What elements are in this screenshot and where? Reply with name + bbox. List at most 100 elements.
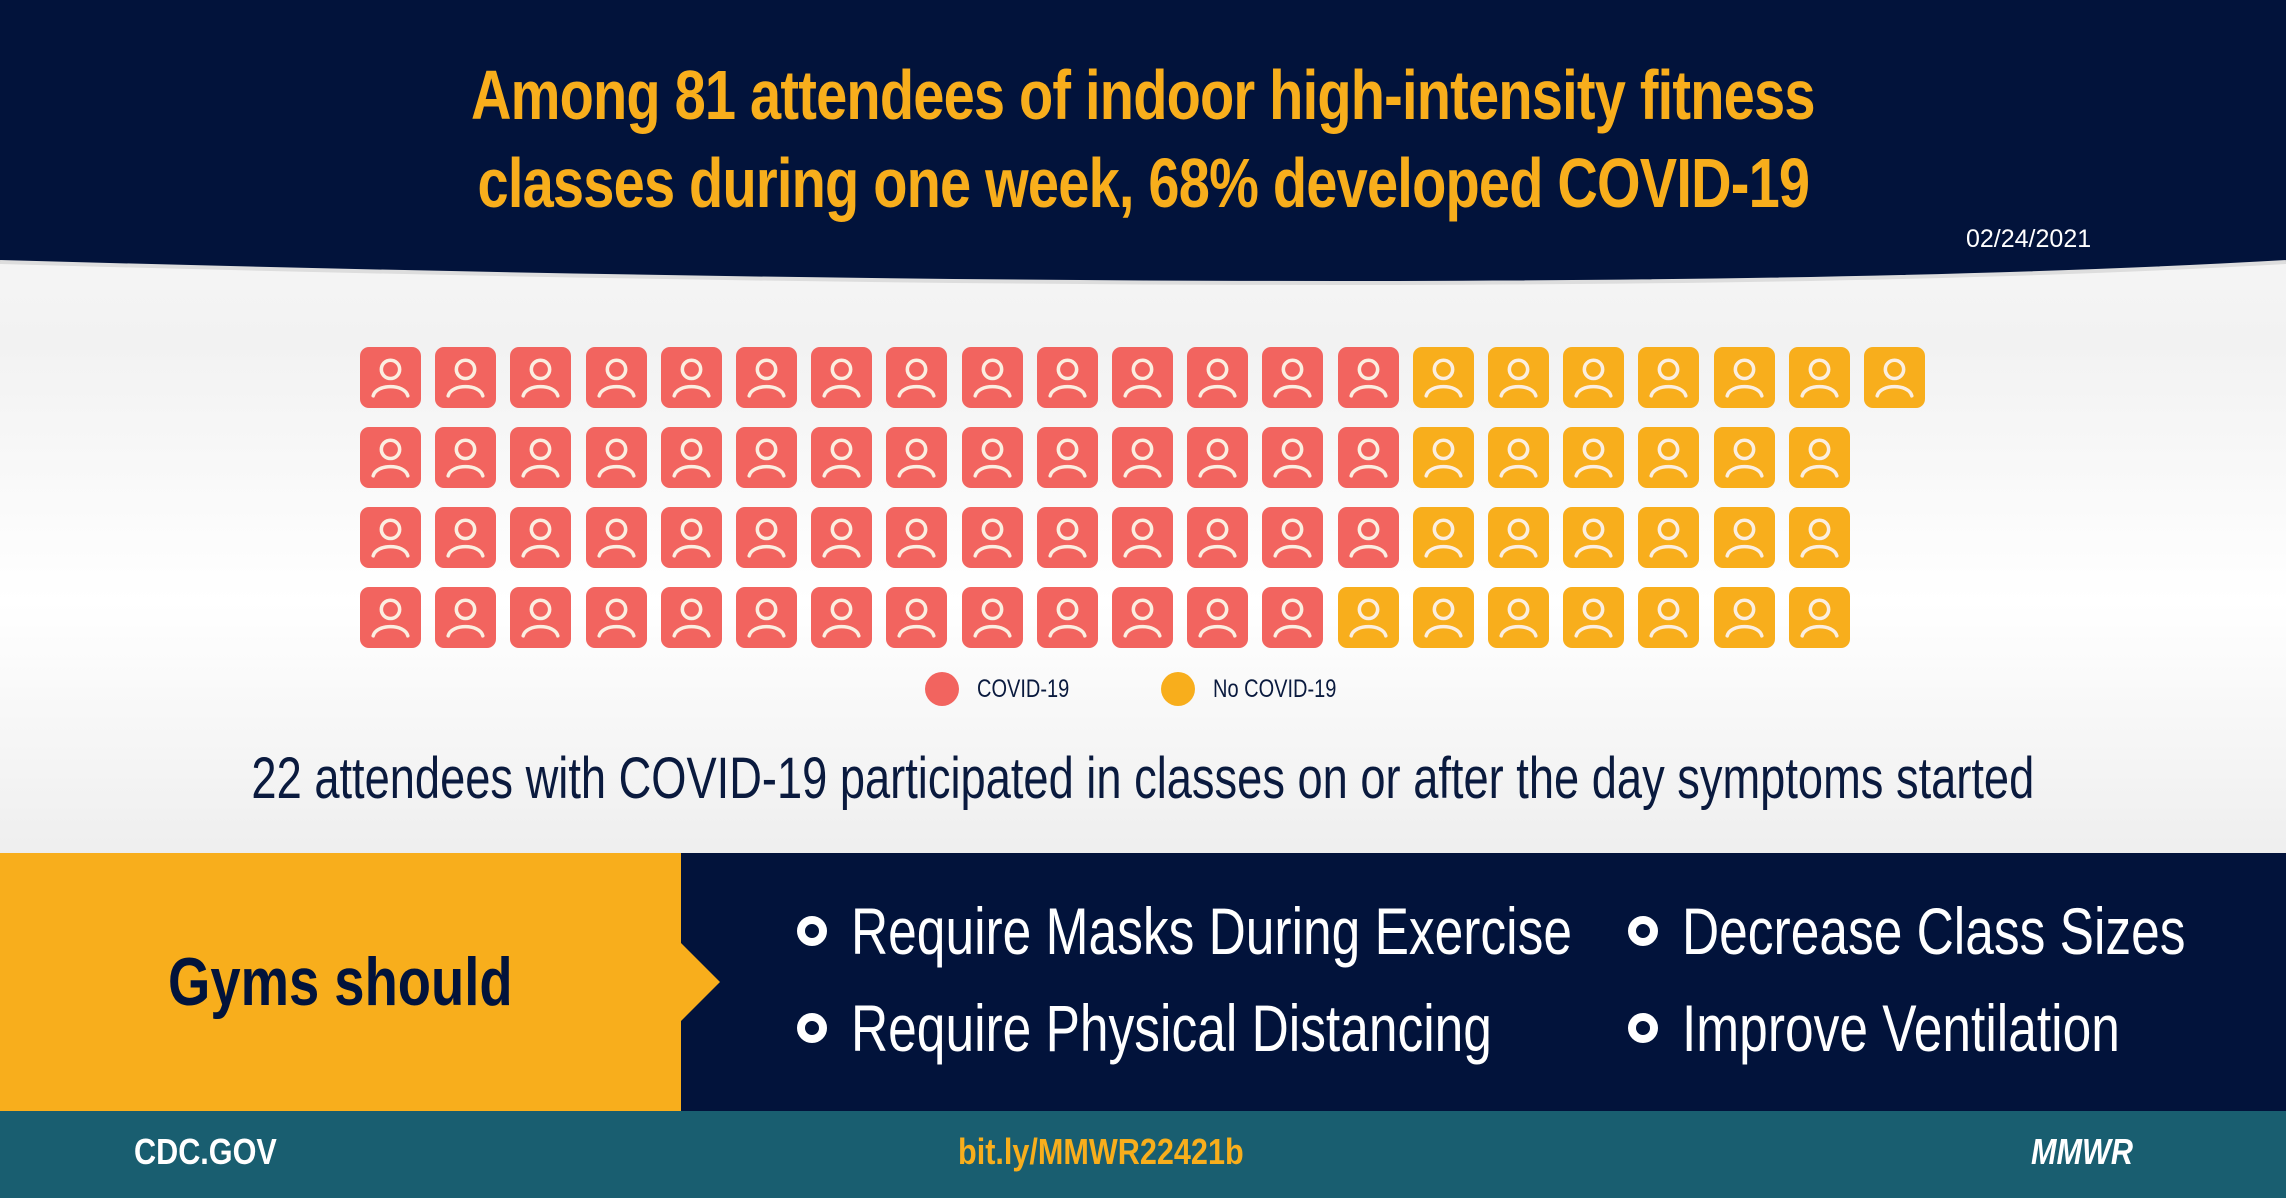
attendee-covid-person-icon	[585, 347, 647, 408]
header: Among 81 attendees of indoor high-intens…	[0, 0, 2286, 300]
attendee-covid-person-icon	[1112, 587, 1173, 648]
bullet-icon	[1628, 916, 1658, 946]
attendee-no-covid-person-icon	[1337, 587, 1399, 648]
attendee-no-covid-person-icon	[1788, 427, 1850, 488]
title-line-2: classes during one week, 68% developed C…	[477, 144, 1810, 222]
attendee-no-covid-person-icon	[1563, 507, 1625, 568]
attendee-covid-person-icon	[660, 507, 722, 568]
legend-no-covid: No COVID-19	[1161, 672, 1367, 706]
recommendation-item: Require Physical Distancing	[797, 990, 1673, 1066]
attendee-covid-person-icon	[1337, 347, 1399, 408]
attendee-covid-person-icon	[360, 427, 421, 488]
attendee-no-covid-person-icon	[1563, 587, 1625, 648]
attendee-covid-person-icon	[1262, 507, 1324, 568]
attendee-covid-person-icon	[1036, 347, 1098, 408]
attendee-covid-person-icon	[736, 507, 797, 568]
legend-covid: COVID-19	[925, 672, 1092, 706]
gyms-should-heading: Gyms should	[168, 944, 513, 1020]
attendee-covid-person-icon	[736, 427, 797, 488]
gyms-should-arrow	[0, 853, 720, 1111]
attendee-no-covid-person-icon	[1488, 587, 1549, 648]
attendee-no-covid-person-icon	[1412, 587, 1474, 648]
bullet-icon	[797, 916, 827, 946]
attendee-covid-person-icon	[360, 347, 421, 408]
attendee-covid-person-icon	[510, 587, 572, 648]
attendee-covid-person-icon	[1262, 587, 1324, 648]
attendee-covid-person-icon	[811, 427, 873, 488]
attendee-covid-person-icon	[961, 347, 1023, 408]
attendee-no-covid-person-icon	[1563, 427, 1625, 488]
attendee-covid-person-icon	[886, 587, 948, 648]
attendee-covid-person-icon	[585, 427, 647, 488]
bullet-icon	[1628, 1013, 1658, 1043]
attendee-no-covid-person-icon	[1788, 347, 1850, 408]
attendee-covid-person-icon	[360, 587, 421, 648]
attendee-covid-person-icon	[1187, 347, 1249, 408]
no-covid-dot-icon	[1161, 672, 1195, 706]
cdc-gov-link[interactable]: CDC.GOV	[134, 1131, 277, 1172]
mmwr-short-link[interactable]: bit.ly/MMWR22421b	[958, 1131, 1244, 1172]
attendee-covid-person-icon	[886, 507, 948, 568]
attendee-covid-person-icon	[811, 587, 873, 648]
attendee-no-covid-person-icon	[1412, 507, 1474, 568]
header-background	[0, 0, 2286, 285]
attendee-covid-person-icon	[1187, 427, 1249, 488]
attendee-covid-person-icon	[1262, 347, 1324, 408]
attendee-covid-person-icon	[886, 347, 948, 408]
attendee-covid-person-icon	[1112, 347, 1173, 408]
attendee-covid-person-icon	[660, 427, 722, 488]
attendee-covid-person-icon	[1337, 427, 1399, 488]
attendee-covid-person-icon	[1262, 427, 1324, 488]
attendee-no-covid-person-icon	[1713, 507, 1775, 568]
attendee-covid-person-icon	[435, 347, 497, 408]
attendee-no-covid-person-icon	[1488, 347, 1549, 408]
attendee-no-covid-person-icon	[1412, 347, 1474, 408]
attendee-covid-person-icon	[1036, 427, 1098, 488]
attendee-no-covid-person-icon	[1713, 427, 1775, 488]
attendee-covid-person-icon	[961, 587, 1023, 648]
attendee-no-covid-person-icon	[1788, 587, 1850, 648]
attendee-covid-person-icon	[736, 347, 797, 408]
attendee-covid-person-icon	[1112, 427, 1173, 488]
attendee-covid-person-icon	[585, 507, 647, 568]
mmwr-logo: MMWR	[2031, 1131, 2133, 1172]
attendee-covid-person-icon	[660, 347, 722, 408]
recommendations-band: Gyms should Require Masks During Exercis…	[0, 853, 2286, 1111]
subtitle: 22 attendees with COVID-19 participated …	[251, 746, 2035, 811]
attendee-no-covid-person-icon	[1864, 347, 1925, 408]
attendee-covid-person-icon	[811, 347, 873, 408]
attendee-covid-person-icon	[961, 507, 1023, 568]
date: 02/24/2021	[1966, 225, 2092, 253]
legend-no-covid-label: No COVID-19	[1213, 674, 1337, 703]
attendee-no-covid-person-icon	[1788, 507, 1850, 568]
attendee-covid-person-icon	[510, 427, 572, 488]
covid-dot-icon	[925, 672, 959, 706]
attendee-no-covid-person-icon	[1412, 427, 1474, 488]
attendee-covid-person-icon	[585, 587, 647, 648]
bullet-icon	[797, 1013, 827, 1043]
attendee-covid-person-icon	[1036, 587, 1098, 648]
attendee-covid-person-icon	[435, 587, 497, 648]
attendee-no-covid-person-icon	[1713, 347, 1775, 408]
attendee-covid-person-icon	[660, 587, 722, 648]
attendee-no-covid-person-icon	[1638, 507, 1700, 568]
attendee-covid-person-icon	[886, 427, 948, 488]
attendee-covid-person-icon	[360, 507, 421, 568]
attendee-covid-person-icon	[1187, 587, 1249, 648]
attendee-covid-person-icon	[435, 507, 497, 568]
recommendation-item: Improve Ventilation	[1628, 990, 2243, 1066]
attendee-covid-person-icon	[1187, 507, 1249, 568]
attendee-covid-person-icon	[961, 427, 1023, 488]
attendee-no-covid-person-icon	[1488, 427, 1549, 488]
attendee-no-covid-person-icon	[1638, 427, 1700, 488]
attendee-no-covid-person-icon	[1563, 347, 1625, 408]
attendee-no-covid-person-icon	[1713, 587, 1775, 648]
title-line-1: Among 81 attendees of indoor high-intens…	[471, 56, 1816, 134]
attendee-covid-person-icon	[1337, 507, 1399, 568]
recommendation-item: Decrease Class Sizes	[1628, 893, 2286, 969]
attendee-covid-person-icon	[510, 507, 572, 568]
recommendation-item: Require Masks During Exercise	[797, 893, 1775, 969]
attendee-no-covid-person-icon	[1488, 507, 1549, 568]
legend-covid-label: COVID-19	[977, 674, 1070, 703]
attendee-covid-person-icon	[811, 507, 873, 568]
